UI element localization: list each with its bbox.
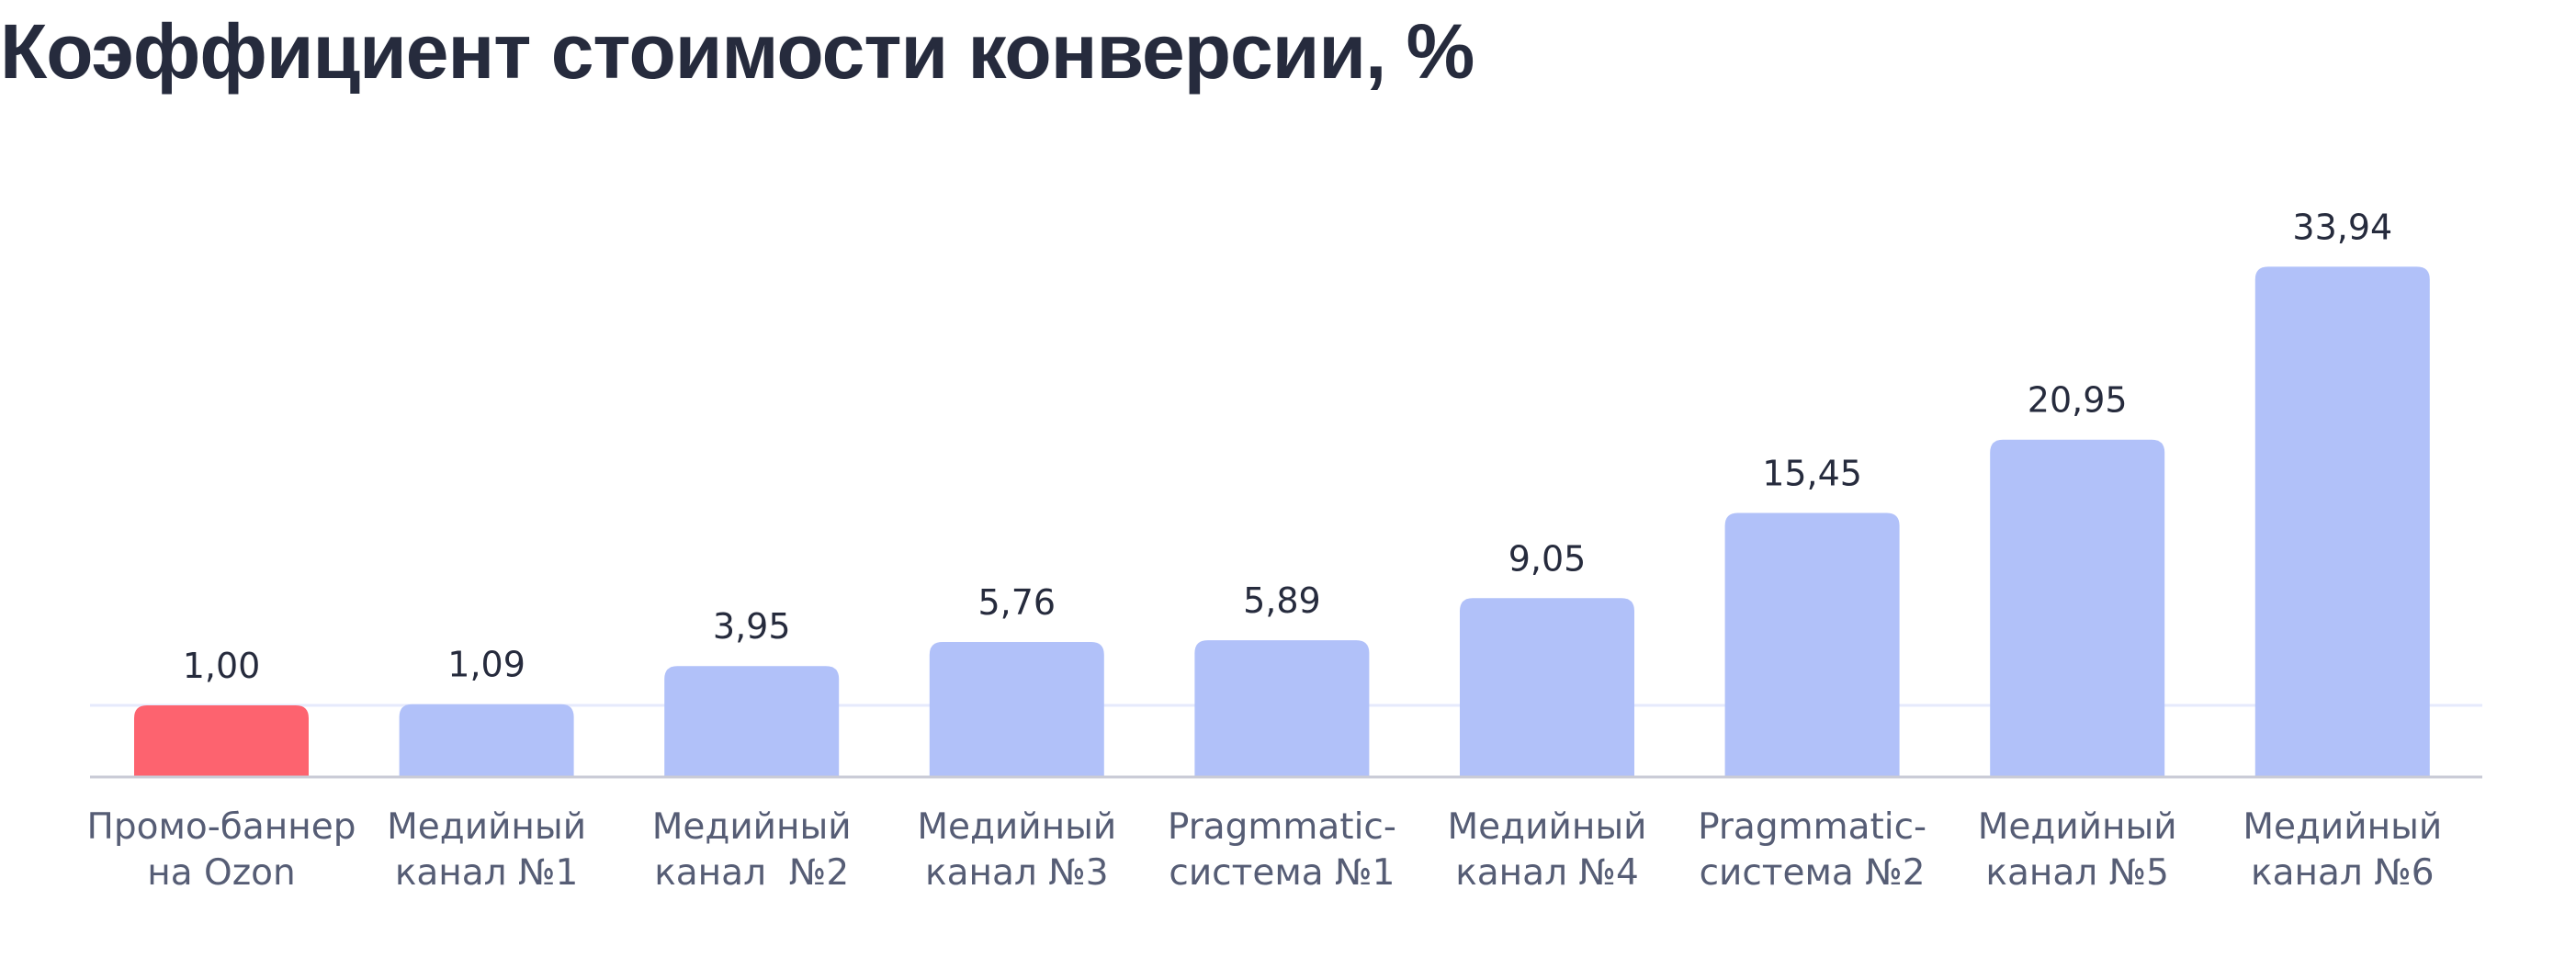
category-label-4-line-1: Медийный: [917, 806, 1116, 848]
category-label-8-line-2: канал №5: [1985, 852, 2169, 894]
category-label-8-line-1: Медийный: [1978, 806, 2177, 848]
bar-4: [929, 641, 1104, 777]
category-label-9-line-2: канал №6: [2251, 852, 2435, 894]
bar-1: [134, 705, 309, 777]
bar-2: [399, 704, 574, 777]
category-label-4-line-2: канал №3: [925, 852, 1109, 894]
category-label-2-line-1: Медийный: [387, 806, 586, 848]
category-label-6-line-1: Медийный: [1448, 806, 1647, 848]
bar-5: [1194, 640, 1370, 777]
bar-6: [1460, 598, 1634, 777]
value-label-4: 5,76: [977, 582, 1056, 623]
bar-8: [1990, 439, 2165, 777]
bar-3: [664, 666, 840, 777]
category-label-3-line-2: канал №2: [654, 852, 849, 894]
value-label-1: 1,00: [183, 646, 261, 686]
value-label-9: 33,94: [2292, 207, 2392, 247]
category-label-5-line-1: Pragmmatic-: [1168, 806, 1396, 848]
category-label-7-line-1: Pragmmatic-: [1698, 806, 1926, 848]
value-label-5: 5,89: [1243, 580, 1321, 621]
chart-title: Коэффициент стоимости конверсии, %: [0, 8, 1474, 95]
bar-9: [2254, 266, 2430, 777]
value-label-3: 3,95: [713, 606, 791, 647]
category-label-1-line-1: Промо-баннер: [87, 806, 356, 848]
category-label-3-line-1: Медийный: [652, 806, 852, 848]
category-label-1-line-2: на Ozon: [147, 852, 296, 894]
value-label-6: 9,05: [1508, 538, 1587, 579]
category-label-5-line-2: система №1: [1169, 852, 1395, 894]
category-label-6-line-2: канал №4: [1455, 852, 1639, 894]
category-label-9-line-1: Медийный: [2243, 806, 2442, 848]
value-label-7: 15,45: [1762, 453, 1862, 493]
category-label-7-line-2: система №2: [1700, 852, 1926, 894]
category-label-2-line-2: канал №1: [395, 852, 579, 894]
value-label-2: 1,09: [447, 645, 525, 685]
value-label-8: 20,95: [2028, 380, 2128, 421]
bar-7: [1724, 512, 1900, 777]
